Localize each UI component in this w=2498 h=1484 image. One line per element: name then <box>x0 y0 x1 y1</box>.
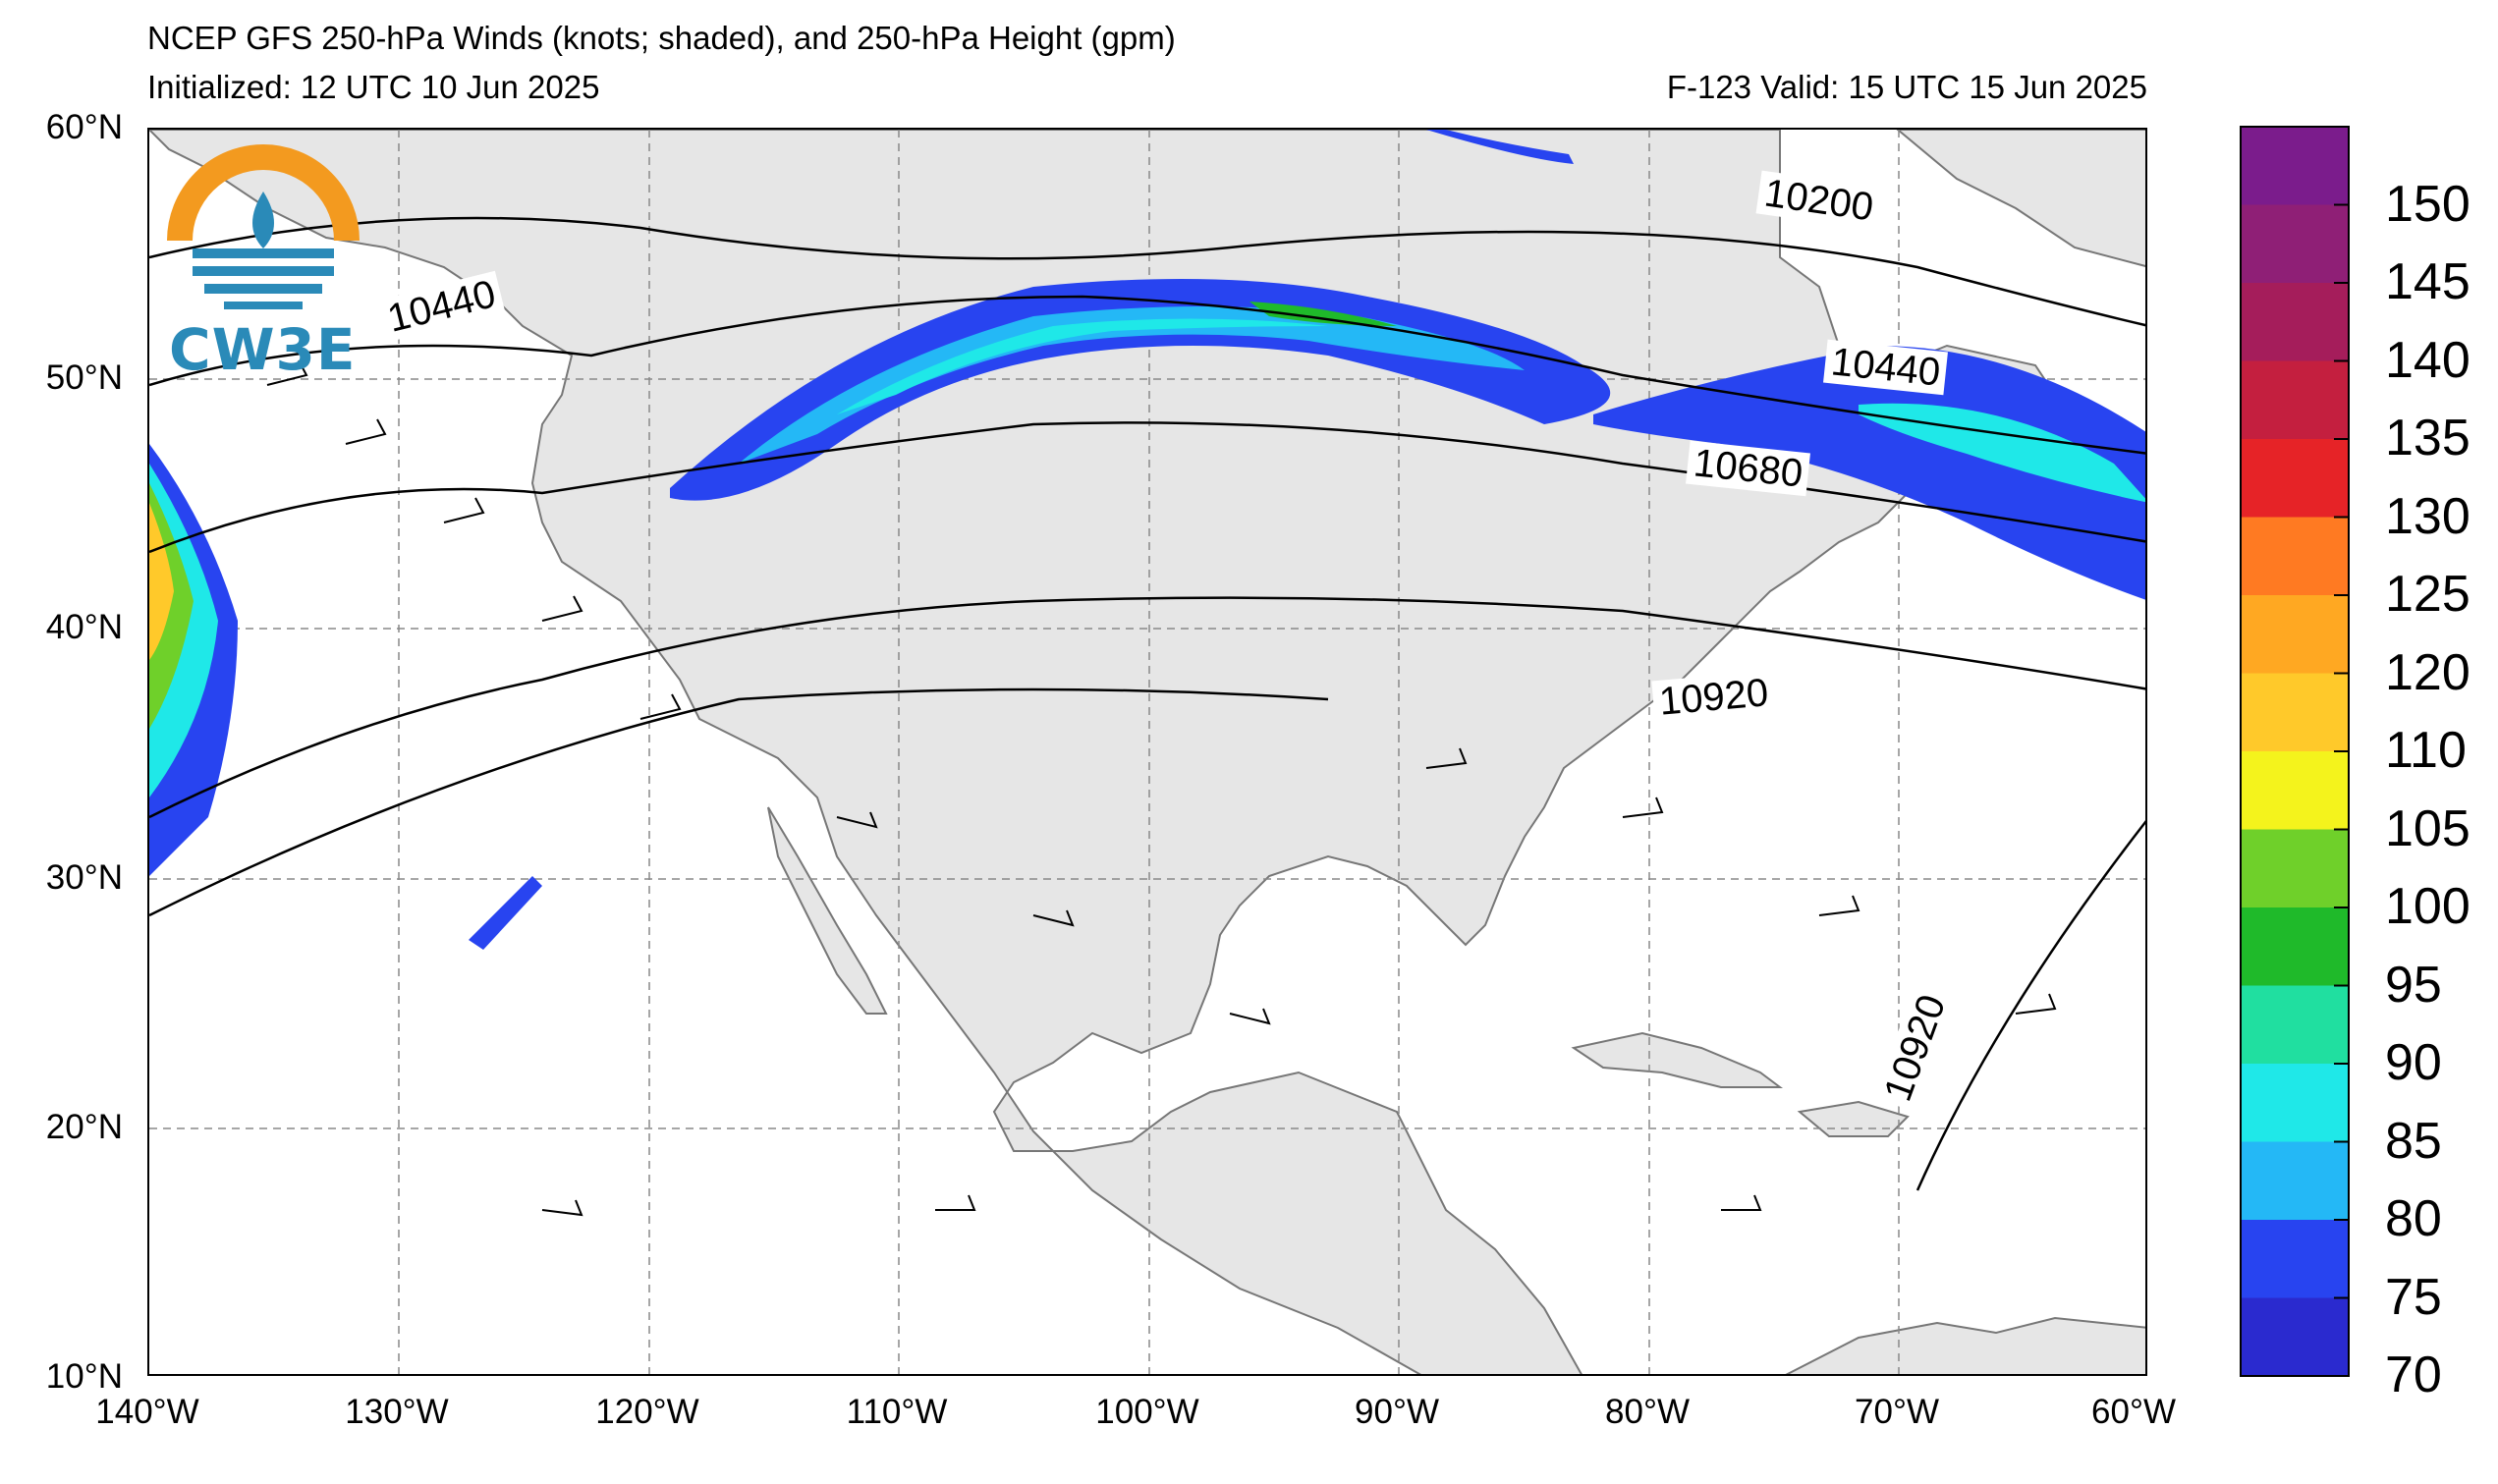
colorbar-swatch <box>2241 1064 2349 1142</box>
height-contours <box>149 216 2145 1191</box>
colorbar-swatch <box>2241 1141 2349 1221</box>
colorbar-swatch <box>2241 283 2349 361</box>
chart-title: NCEP GFS 250-hPa Winds (knots; shaded), … <box>147 20 1176 56</box>
cuba-land <box>1571 1031 1783 1088</box>
colorbar-swatch <box>2241 907 2349 986</box>
colorbar-swatch <box>2241 751 2349 830</box>
colorbar-label: 130 <box>2385 487 2470 545</box>
graticule <box>149 130 2145 1374</box>
lat-label-10n: 10°N <box>45 1357 123 1396</box>
jet-east-inner <box>1859 403 2145 503</box>
lon-label-90w: 90°W <box>1355 1393 1439 1431</box>
colorbar-swatch <box>2241 1220 2349 1298</box>
jet-main-green <box>1249 302 1397 326</box>
jet-main-core <box>837 318 1328 414</box>
colorbar-label: 140 <box>2385 331 2470 389</box>
colorbar-label: 110 <box>2385 722 2467 779</box>
colorbar <box>2240 126 2350 1377</box>
jet-west-yellow <box>149 503 174 660</box>
map-panel <box>147 128 2147 1376</box>
colorbar-label: 75 <box>2385 1268 2442 1326</box>
colorbar-label: 145 <box>2385 253 2470 310</box>
lon-label-130w: 130°W <box>345 1393 449 1431</box>
colorbar-swatch <box>2241 985 2349 1065</box>
jet-shading <box>149 130 2145 950</box>
lat-label-30n: 30°N <box>45 858 123 897</box>
colorbar-ticks <box>2334 203 2349 1377</box>
jet-east-outer <box>1593 346 2145 600</box>
colorbar-label: 120 <box>2385 643 2470 701</box>
cw3e-logo-text: CW3E <box>169 316 357 383</box>
colorbar-label: 85 <box>2385 1112 2442 1170</box>
lon-label-80w: 80°W <box>1605 1393 1690 1431</box>
colorbar-label: 95 <box>2385 956 2442 1014</box>
colorbar-swatch <box>2241 673 2349 752</box>
wind-barbs <box>266 359 2057 1217</box>
colorbar-label: 80 <box>2385 1190 2442 1247</box>
colorbar-swatch <box>2241 127 2349 205</box>
init-time: Initialized: 12 UTC 10 Jun 2025 <box>147 69 600 105</box>
lon-label-100w: 100°W <box>1095 1393 1199 1431</box>
colorbar-swatch <box>2241 829 2349 908</box>
colorbar-label: 135 <box>2385 410 2470 467</box>
greenland-land <box>1896 130 2145 267</box>
colorbar-swatch <box>2241 204 2349 284</box>
lat-label-60n: 60°N <box>45 108 123 146</box>
colorbar-label: 125 <box>2385 566 2470 623</box>
lat-label-40n: 40°N <box>45 608 123 646</box>
colorbar-label: 70 <box>2385 1347 2442 1403</box>
lon-label-60w: 60°W <box>2091 1393 2176 1431</box>
colorbar-label: 150 <box>2385 175 2470 233</box>
cw3e-logo-icon <box>167 144 360 309</box>
hispaniola-land <box>1797 1100 1910 1137</box>
colorbar-swatch <box>2241 360 2349 440</box>
north-america-land <box>149 130 2077 1374</box>
lon-label-110w: 110°W <box>846 1393 948 1431</box>
valid-time: F-123 Valid: 15 UTC 15 Jun 2025 <box>1666 69 2147 105</box>
colorbar-swatch <box>2241 517 2349 596</box>
lon-label-140w: 140°W <box>95 1393 199 1431</box>
map-svg <box>149 130 2145 1374</box>
land <box>149 130 2145 1374</box>
lon-label-120w: 120°W <box>595 1393 699 1431</box>
lat-label-50n: 50°N <box>45 358 123 397</box>
jet-north-blob <box>1426 130 1574 164</box>
colorbar-label: 90 <box>2385 1034 2442 1091</box>
south-america-land <box>1785 1316 2145 1374</box>
baja-peninsula-land <box>767 806 888 1015</box>
lon-label-70w: 70°W <box>1855 1393 1939 1431</box>
colorbar-swatch <box>2241 1297 2349 1377</box>
colorbar-swatches <box>2241 127 2349 1377</box>
colorbar-swatch <box>2241 439 2349 518</box>
colorbar-label: 100 <box>2385 878 2470 935</box>
jet-small-blob <box>469 876 542 950</box>
lat-label-20n: 20°N <box>45 1108 123 1146</box>
colorbar-swatch <box>2241 595 2349 674</box>
colorbar-label: 105 <box>2385 799 2470 857</box>
